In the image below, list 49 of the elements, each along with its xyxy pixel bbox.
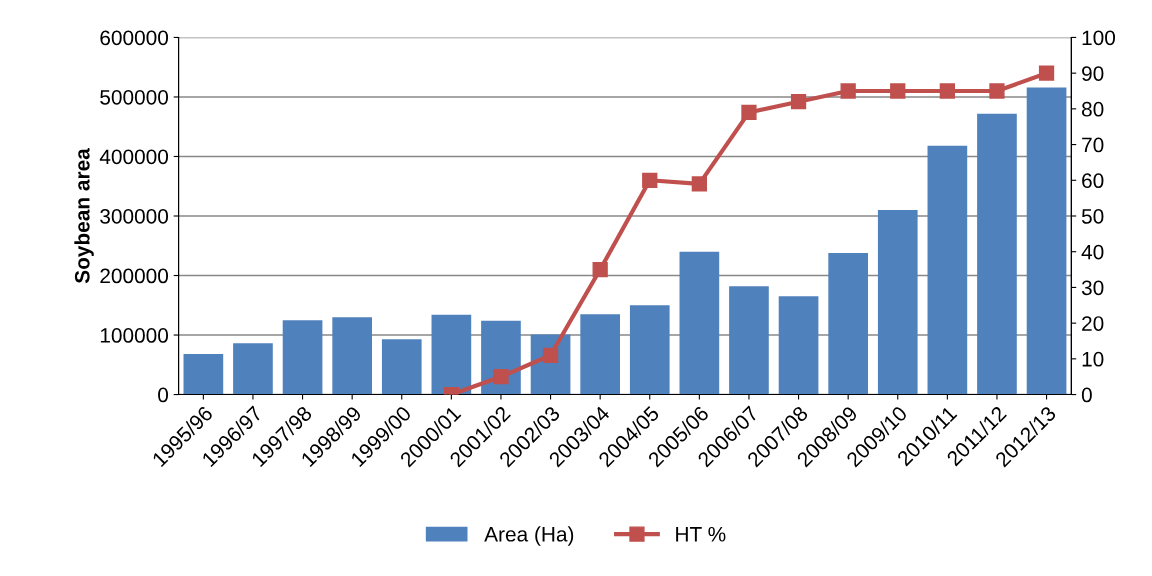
bar bbox=[828, 252, 868, 395]
y-axis-title: Soybean area bbox=[74, 148, 94, 284]
point bbox=[592, 261, 608, 278]
bar bbox=[580, 314, 620, 395]
y-tick-label: 0 bbox=[158, 387, 169, 403]
y2-tick-label: 10 bbox=[1082, 351, 1104, 367]
y-tick-label: 300000 bbox=[100, 209, 169, 224]
bar bbox=[233, 343, 273, 395]
point bbox=[989, 83, 1005, 99]
y2-tick-label: 80 bbox=[1081, 101, 1104, 117]
bar bbox=[877, 210, 918, 395]
bar bbox=[332, 317, 372, 395]
y-tick-label: 500000 bbox=[100, 89, 169, 105]
legend-label: HT % bbox=[676, 526, 726, 542]
bar bbox=[778, 296, 819, 395]
y2-tick-label: 40 bbox=[1081, 244, 1104, 260]
point bbox=[890, 83, 906, 99]
bar bbox=[381, 339, 422, 395]
y-tick-label: 400000 bbox=[99, 149, 169, 165]
point bbox=[691, 176, 707, 192]
point bbox=[1038, 65, 1055, 81]
bar bbox=[679, 251, 720, 395]
bar bbox=[1026, 87, 1067, 395]
point bbox=[642, 172, 658, 188]
y2-tick-label: 0 bbox=[1081, 387, 1092, 403]
bar bbox=[629, 305, 670, 395]
point bbox=[939, 83, 955, 99]
bar bbox=[977, 113, 1017, 395]
bar bbox=[927, 145, 968, 395]
y2-tick-label: 20 bbox=[1082, 316, 1104, 331]
point bbox=[790, 94, 807, 110]
bar bbox=[183, 354, 224, 395]
y-tick-label: 600000 bbox=[100, 30, 169, 46]
bar bbox=[729, 286, 769, 395]
bar bbox=[282, 320, 323, 395]
bar bbox=[431, 314, 472, 395]
y2-tick-label: 30 bbox=[1081, 280, 1104, 296]
y-tick-label: 200000 bbox=[100, 268, 169, 284]
point bbox=[741, 104, 757, 121]
y-tick-label: 100000 bbox=[100, 328, 169, 343]
point bbox=[542, 347, 559, 363]
point bbox=[840, 83, 856, 99]
point bbox=[493, 369, 509, 385]
legend-label: Area (Ha) bbox=[484, 526, 574, 546]
y2-tick-label: 70 bbox=[1082, 137, 1104, 153]
y2-tick-label: 100 bbox=[1082, 30, 1116, 46]
y2-tick-label: 90 bbox=[1082, 66, 1104, 81]
y2-tick-label: 50 bbox=[1081, 209, 1104, 224]
y2-tick-label: 60 bbox=[1082, 173, 1104, 189]
